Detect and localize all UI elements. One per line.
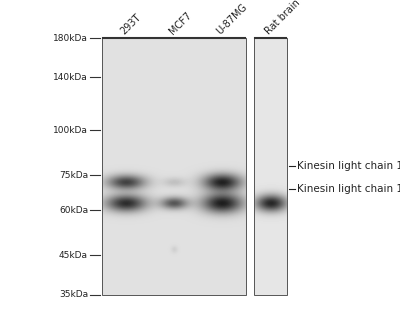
Text: 293T: 293T <box>119 12 143 36</box>
Text: U-87MG: U-87MG <box>215 2 250 36</box>
Text: 180kDa: 180kDa <box>53 34 88 42</box>
Text: 45kDa: 45kDa <box>59 251 88 260</box>
Text: Kinesin light chain 1 (KLC1): Kinesin light chain 1 (KLC1) <box>297 161 400 171</box>
Text: 75kDa: 75kDa <box>59 171 88 180</box>
Text: Kinesin light chain 1 (KLC1): Kinesin light chain 1 (KLC1) <box>297 184 400 194</box>
Text: 35kDa: 35kDa <box>59 290 88 299</box>
Text: 100kDa: 100kDa <box>53 126 88 135</box>
Text: 140kDa: 140kDa <box>53 73 88 82</box>
Text: Rat brain: Rat brain <box>264 0 302 36</box>
Text: 60kDa: 60kDa <box>59 206 88 215</box>
Bar <box>254 38 287 295</box>
Bar <box>102 38 246 295</box>
Text: MCF7: MCF7 <box>167 10 193 36</box>
